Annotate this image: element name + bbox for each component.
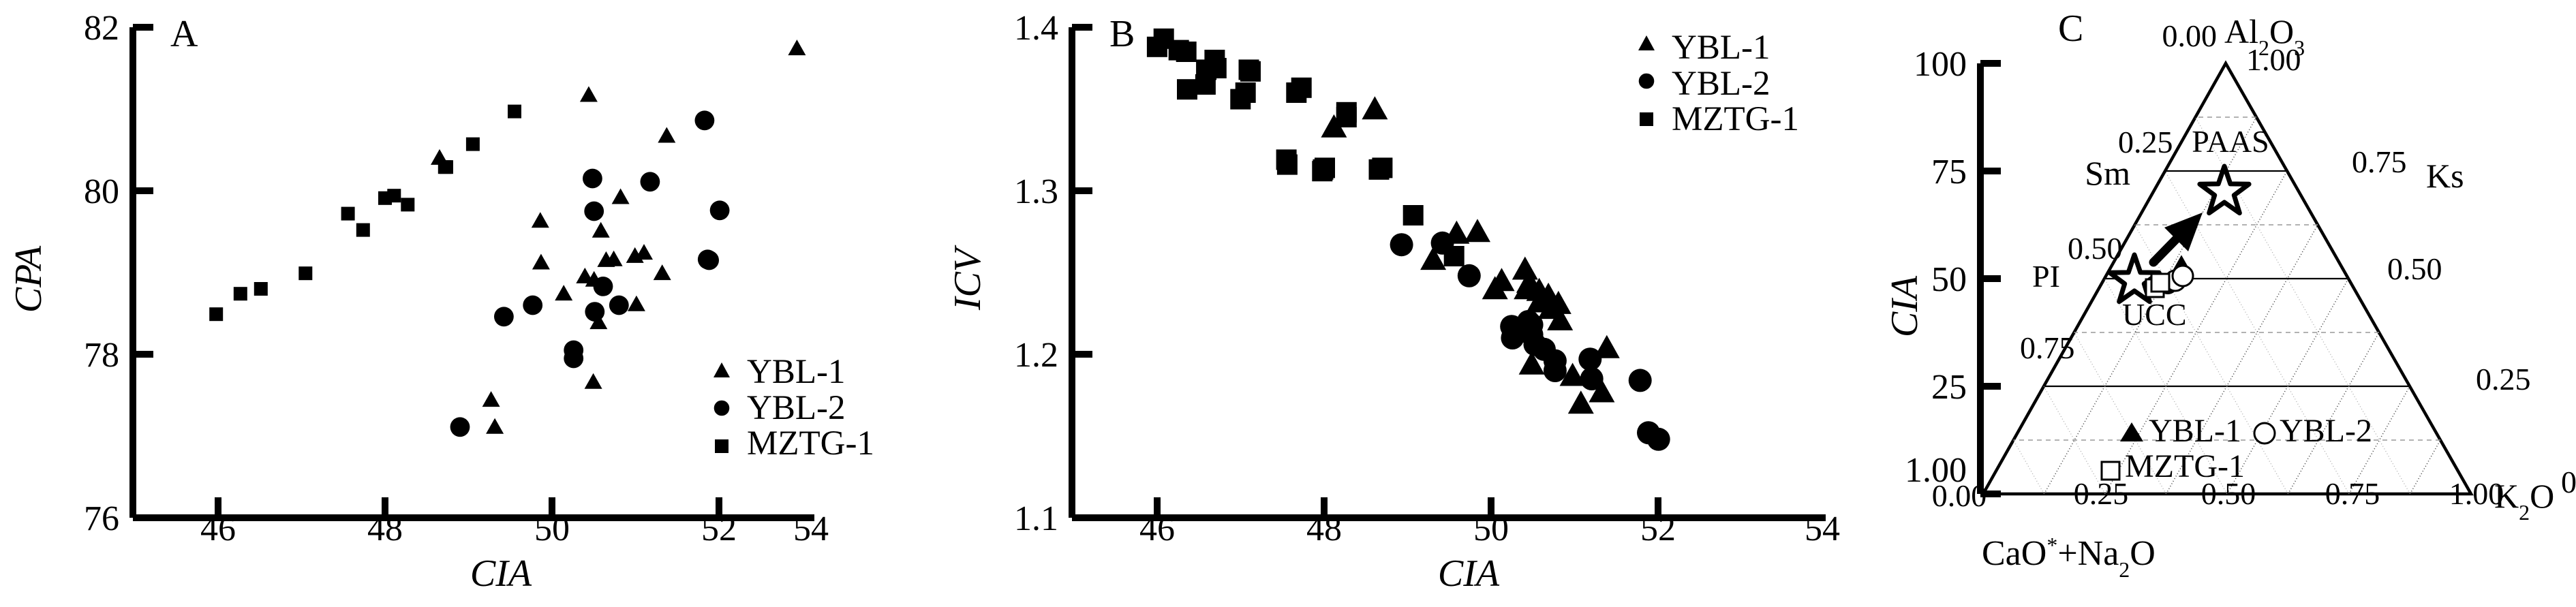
svg-text:YBL-2: YBL-2 bbox=[2280, 413, 2372, 449]
svg-text:UCC: UCC bbox=[2122, 297, 2187, 332]
svg-text:B: B bbox=[1109, 13, 1135, 55]
svg-text:1.1: 1.1 bbox=[1014, 499, 1058, 538]
svg-text:1.2: 1.2 bbox=[1014, 336, 1058, 375]
svg-text:YBL-1: YBL-1 bbox=[1672, 29, 1770, 67]
svg-text:1.00: 1.00 bbox=[2246, 42, 2301, 77]
svg-text:0.75: 0.75 bbox=[2020, 330, 2075, 365]
svg-text:46: 46 bbox=[1139, 510, 1175, 548]
svg-text:1.4: 1.4 bbox=[1014, 9, 1058, 48]
svg-text:A: A bbox=[170, 13, 198, 55]
svg-text:82: 82 bbox=[84, 9, 119, 48]
svg-text:CPA: CPA bbox=[7, 245, 50, 313]
svg-text:C: C bbox=[2058, 7, 2083, 50]
svg-text:100: 100 bbox=[1914, 45, 1967, 84]
svg-text:0.00: 0.00 bbox=[2561, 465, 2576, 499]
svg-text:0.00: 0.00 bbox=[2162, 18, 2218, 53]
svg-text:50: 50 bbox=[1473, 510, 1509, 548]
svg-text:50: 50 bbox=[1931, 260, 1967, 299]
svg-text:75: 75 bbox=[1931, 153, 1967, 191]
svg-text:ICV: ICV bbox=[947, 245, 989, 311]
svg-text:0.50: 0.50 bbox=[2387, 251, 2442, 286]
svg-text:25: 25 bbox=[1931, 368, 1967, 407]
svg-text:76: 76 bbox=[84, 499, 119, 538]
svg-text:54: 54 bbox=[793, 510, 829, 548]
svg-text:0.00: 0.00 bbox=[1932, 478, 1987, 513]
svg-text:CIA: CIA bbox=[1884, 275, 1926, 337]
svg-text:0.75: 0.75 bbox=[2325, 476, 2380, 511]
svg-text:YBL-2: YBL-2 bbox=[1672, 65, 1770, 103]
svg-text:Sm: Sm bbox=[2085, 154, 2130, 192]
svg-text:80: 80 bbox=[84, 172, 119, 211]
svg-text:PAAS: PAAS bbox=[2192, 124, 2269, 159]
svg-text:Ks: Ks bbox=[2426, 157, 2464, 195]
svg-text:52: 52 bbox=[701, 510, 737, 548]
svg-text:52: 52 bbox=[1640, 510, 1676, 548]
svg-text:46: 46 bbox=[200, 510, 236, 548]
svg-text:48: 48 bbox=[367, 510, 403, 548]
svg-text:78: 78 bbox=[84, 336, 119, 375]
svg-text:0.25: 0.25 bbox=[2476, 362, 2531, 396]
svg-text:1.00: 1.00 bbox=[2449, 476, 2504, 511]
svg-text:0.50: 0.50 bbox=[2068, 231, 2123, 266]
svg-text:54: 54 bbox=[1805, 510, 1840, 548]
svg-text:YBL-2: YBL-2 bbox=[747, 389, 845, 427]
svg-text:0.25: 0.25 bbox=[2074, 476, 2129, 511]
svg-text:CIA: CIA bbox=[1438, 552, 1500, 595]
svg-text:CIA: CIA bbox=[470, 552, 532, 595]
svg-text:MZTG-1: MZTG-1 bbox=[2125, 448, 2245, 484]
svg-text:YBL-1: YBL-1 bbox=[2149, 413, 2241, 449]
svg-text:48: 48 bbox=[1306, 510, 1342, 548]
svg-text:50: 50 bbox=[534, 510, 570, 548]
svg-text:PI: PI bbox=[2032, 259, 2060, 294]
svg-text:MZTG-1: MZTG-1 bbox=[1672, 100, 1799, 138]
svg-text:0.75: 0.75 bbox=[2352, 144, 2407, 179]
svg-text:1.3: 1.3 bbox=[1014, 172, 1058, 211]
svg-text:MZTG-1: MZTG-1 bbox=[747, 424, 874, 463]
svg-text:YBL-1: YBL-1 bbox=[747, 353, 845, 391]
